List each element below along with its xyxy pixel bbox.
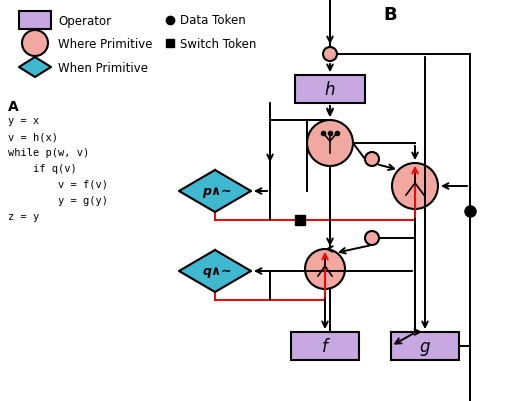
Circle shape [307,121,353,166]
Bar [391,332,459,360]
Text: When Primitive: When Primitive [58,61,148,74]
Text: while p(w, v): while p(w, v) [8,148,89,158]
Circle shape [365,231,379,245]
Circle shape [22,31,48,57]
Text: Operator: Operator [58,14,111,27]
Bar [19,12,51,30]
Text: A: A [8,100,19,114]
Text: B: B [383,6,397,24]
Text: h: h [325,81,335,99]
Polygon shape [179,250,251,292]
Text: Data Token: Data Token [180,14,246,27]
Circle shape [392,164,438,209]
Text: v = h(x): v = h(x) [8,132,58,142]
Circle shape [365,153,379,166]
Circle shape [323,48,337,62]
Text: p∧∼: p∧∼ [202,185,232,198]
Text: Where Primitive: Where Primitive [58,37,152,51]
Polygon shape [179,170,251,213]
Text: f: f [322,337,328,355]
Text: y = x: y = x [8,116,39,126]
Text: y = g(y): y = g(y) [8,196,108,205]
Bar [295,76,365,104]
Text: if q(v): if q(v) [8,164,77,174]
Circle shape [305,249,345,289]
Polygon shape [19,58,51,78]
Text: Switch Token: Switch Token [180,37,257,51]
Text: z = y: z = y [8,211,39,221]
Text: q∧∼: q∧∼ [202,265,232,278]
Text: v = f(v): v = f(v) [8,180,108,190]
Bar [291,332,359,360]
Text: g: g [420,337,430,355]
